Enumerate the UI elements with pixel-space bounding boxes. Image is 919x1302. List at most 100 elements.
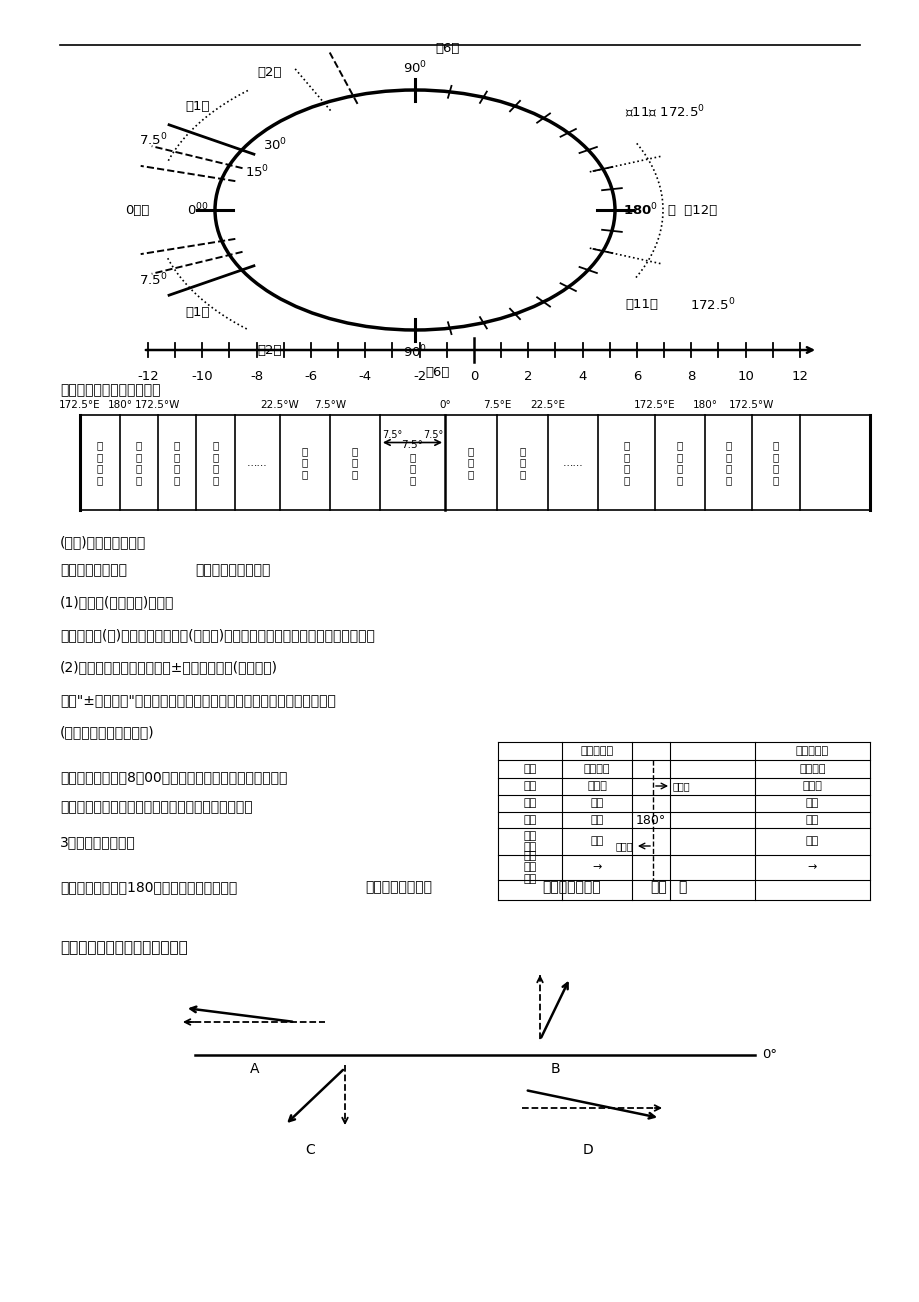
Text: 日界线西侧: 日界线西侧 [580,746,613,756]
Text: -4: -4 [358,370,371,383]
Text: 时刻: 时刻 [523,798,536,809]
Text: 东
十
二
区: 东 十 二 区 [676,440,683,484]
Text: 东
一
区: 东 一 区 [468,445,473,479]
Text: 为了避免日期混乱，国际上规定了国际日期变更线。: 为了避免日期混乱，国际上规定了国际日期变更线。 [60,799,253,814]
Text: 昨天: 昨天 [805,815,818,825]
Text: 7.5°: 7.5° [423,431,443,440]
Text: 西十二区: 西十二区 [799,764,825,773]
Text: 东: 东 [666,203,675,216]
Text: 见图: 见图 [590,836,603,846]
Text: 西1区: 西1区 [186,100,210,113]
Text: →: → [592,862,601,872]
Text: 东
十
二
区: 东 十 二 区 [96,440,103,484]
Text: 172.5°W: 172.5°W [729,400,774,410]
Text: (1)时区差(或区时差)的计算: (1)时区差(或区时差)的计算 [60,595,175,609]
Text: (教师根据情况举例说明): (教师根据情况举例说明) [60,725,154,740]
Text: 向东日期要减一天: 向东日期要减一天 [365,880,432,894]
Text: 日界线东侧: 日界线东侧 [795,746,828,756]
Text: 日界线并不完全在180度经线上，越过日界线: 日界线并不完全在180度经线上，越过日界线 [60,880,237,894]
Text: 7.5°
中
时
区: 7.5° 中 时 区 [401,440,423,484]
Text: 东
十
一
区: 东 十 一 区 [136,440,142,484]
Text: 一天: 一天 [650,880,666,894]
Text: 经度: 经度 [523,781,536,792]
Text: →: → [807,862,816,872]
Text: 7.5°W: 7.5°W [313,400,346,410]
Text: 东11区: 东11区 [624,298,657,311]
Text: (解释)中央经线、区时: (解释)中央经线、区时 [60,535,146,549]
Text: -10: -10 [191,370,213,383]
Text: 172.5°E: 172.5°E [59,400,101,410]
Text: 180°: 180° [692,400,717,410]
Text: -8: -8 [250,370,263,383]
Text: 8: 8 [686,370,695,383]
Text: 7.5°E: 7.5°E [482,400,511,410]
Text: 东
二
区: 东 二 区 [519,445,525,479]
Text: ……: …… [562,457,583,467]
Text: 0°: 0° [761,1048,777,1061]
Text: 12: 12 [790,370,808,383]
Text: 西
一
区: 西 一 区 [351,445,357,479]
Text: 180°: 180° [108,400,132,410]
Text: 7.5$^0$: 7.5$^0$ [139,272,167,288]
Text: 东经度: 东经度 [586,781,607,792]
Text: 今天: 今天 [590,815,603,825]
Text: 西
十
一
区: 西 十 一 区 [212,440,219,484]
Text: 时区的划分可使用下列图式: 时区的划分可使用下列图式 [60,383,160,397]
Text: 7.5°: 7.5° [381,431,402,440]
Text: 西11区 172.5$^0$: 西11区 172.5$^0$ [624,104,704,121]
Text: 6: 6 [632,370,641,383]
Text: 22.5°E: 22.5°E [530,400,565,410]
Text: 10: 10 [736,370,754,383]
Text: 二、沿地表水平运动物体的偏移: 二、沿地表水平运动物体的偏移 [60,940,187,954]
Text: 东十二区: 东十二区 [584,764,609,773]
Text: A: A [250,1062,259,1075]
Text: 时区: 时区 [523,764,536,773]
Text: 西经度: 西经度 [801,781,822,792]
Text: 30$^0$: 30$^0$ [263,137,287,154]
Text: 0$^0$$^0$: 0$^0$$^0$ [187,202,209,219]
Text: 日期
变更: 日期 变更 [523,831,536,853]
Text: 0: 0 [470,370,478,383]
Text: 0°: 0° [438,400,450,410]
Text: 加一天: 加一天 [615,841,632,852]
Text: 同区相减，异区相加: 同区相减，异区相加 [195,562,270,577]
Text: C: C [305,1143,314,1157]
Text: -6: -6 [304,370,317,383]
Text: 180$^0$: 180$^0$ [622,202,657,219]
Text: 15$^0$: 15$^0$ [244,164,269,180]
Text: ……: …… [247,457,267,467]
Text: B: B [550,1062,559,1075]
Text: 两地同在东(西)时区，时区号相减(大减小)；两地分别在东、西时区，时区号相加。: 两地同在东(西)时区，时区号相减(大减小)；两地分别在东、西时区，时区号相加。 [60,628,374,642]
Text: 西12区: 西12区 [679,203,717,216]
Text: 0时区: 0时区 [126,203,150,216]
Text: 地球
自转
方向: 地球 自转 方向 [523,852,536,884]
Text: 相同: 相同 [805,798,818,809]
Text: 相同: 相同 [590,798,603,809]
Text: 东
十
一
区: 东 十 一 区 [623,440,629,484]
Text: 西
十
二
区: 西 十 二 区 [174,440,180,484]
Text: 90$^0$: 90$^0$ [403,60,426,76]
Text: 日期: 日期 [523,815,536,825]
Text: D: D [582,1143,593,1157]
Text: 减一天: 减一天 [673,781,690,792]
Text: 西2区: 西2区 [256,65,281,78]
Text: 例：当北京时间为8：00时，求伦敦、东京、纽约的区时。: 例：当北京时间为8：00时，求伦敦、东京、纽约的区时。 [60,769,287,784]
Text: 注意"±号的选用"：东加西减，即所求地在已知地东边用加，否则用减。: 注意"±号的选用"：东加西减，即所求地在已知地东边用加，否则用减。 [60,693,335,707]
Text: 2: 2 [524,370,532,383]
Text: 172.5°W: 172.5°W [135,400,180,410]
Text: 西6区: 西6区 [435,42,459,55]
Text: 3．国际日期变更线: 3．国际日期变更线 [60,835,136,849]
Text: 7.5$^0$: 7.5$^0$ [139,132,167,148]
Text: ，向西日期要加: ，向西日期要加 [541,880,600,894]
Text: 东6区: 东6区 [425,366,448,379]
Text: (2)所求地区时＝已知地区时±两地的时区差(或区时差): (2)所求地区时＝已知地区时±两地的时区差(或区时差) [60,660,278,674]
Text: -12: -12 [137,370,159,383]
Text: 西
二
区: 西 二 区 [301,445,308,479]
Text: 172.5°E: 172.5°E [633,400,675,410]
Text: 西
十
二
区: 西 十 二 区 [724,440,731,484]
Text: 172.5$^0$: 172.5$^0$ [689,297,734,314]
Text: 东2区: 东2区 [256,344,281,357]
Text: 180°: 180° [635,815,665,828]
Text: 90$^0$: 90$^0$ [403,344,426,361]
Text: 见图: 见图 [805,836,818,846]
